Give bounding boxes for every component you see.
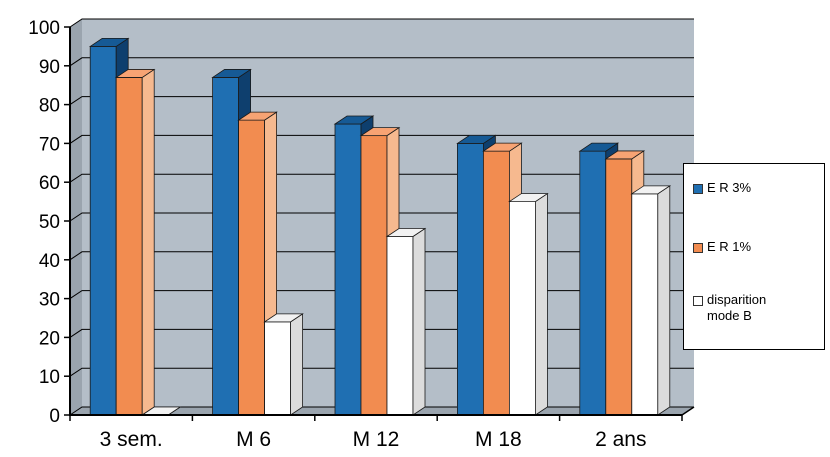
x-category-label: 3 sem. (100, 428, 163, 451)
bar-front (238, 119, 266, 416)
bar-front (115, 77, 143, 416)
bar (630, 185, 672, 416)
y-tick-label: 60 (39, 173, 60, 194)
bar (359, 126, 401, 416)
axes (69, 27, 695, 416)
y-tick-label: 20 (39, 328, 60, 349)
y-tick-label: 70 (39, 134, 60, 155)
bar-front (482, 150, 510, 416)
bar-front (508, 201, 536, 416)
bar (114, 68, 156, 416)
legend-swatch-disparition (693, 296, 703, 306)
bar-top (114, 69, 156, 78)
gridline (69, 96, 694, 106)
bar-top (385, 228, 427, 237)
bar-front (605, 158, 633, 416)
bar (508, 192, 549, 416)
y-tick-label: 40 (39, 251, 60, 272)
gridline (69, 18, 694, 28)
bar-top (333, 115, 375, 125)
x-category-label: M 12 (353, 428, 400, 451)
bar-side (290, 313, 304, 416)
x-axis-categories: 3 sem. M 6 M 12 M 18 2 ans (69, 415, 683, 451)
bar-front (631, 193, 659, 416)
bar-top (604, 150, 646, 160)
bar-top (237, 111, 278, 121)
bar-top (578, 142, 620, 152)
gridline (69, 57, 694, 67)
bar-top (359, 127, 401, 137)
legend-item-disparition: disparition mode B (693, 292, 802, 324)
bar (263, 313, 304, 416)
bar-front (456, 142, 484, 416)
legend-label-er1: E R 1% (707, 239, 752, 254)
bar-side (535, 192, 548, 416)
legend-label-disparition: disparition mode B (707, 292, 767, 323)
bar-top (211, 69, 252, 78)
bar (385, 227, 427, 416)
bar-front (360, 135, 388, 416)
bar-front (212, 77, 240, 416)
x-category-label: M 6 (236, 428, 271, 451)
bar-top (263, 313, 304, 323)
bar-front (264, 321, 292, 416)
bar-front (579, 150, 607, 416)
legend-item-er3: E R 3% (693, 180, 751, 196)
legend-swatch-er1 (693, 243, 703, 253)
legend-swatch-er3 (693, 184, 703, 194)
y-tick-label: 30 (39, 290, 60, 311)
x-category-label: 2 ans (595, 428, 646, 451)
y-tick-label: 0 (49, 406, 60, 427)
bar-side (412, 227, 426, 416)
y-tick-label: 90 (39, 57, 60, 78)
bar-side (141, 68, 155, 416)
bar-top (630, 185, 672, 195)
legend-label-er3: E R 3% (707, 180, 752, 195)
bar-front (89, 46, 117, 416)
bar-top (482, 142, 523, 152)
legend-item-er1: E R 1% (693, 239, 751, 255)
bar-top (88, 38, 130, 47)
y-tick-label: 100 (28, 18, 60, 39)
x-axis-depth (681, 406, 695, 416)
bar-top (456, 134, 497, 144)
y-tick-label: 50 (39, 212, 60, 233)
bar-front (386, 236, 414, 416)
y-tick-label: 80 (39, 96, 60, 117)
bar-top (508, 193, 549, 203)
x-category-label: M 18 (475, 428, 522, 451)
y-tick-label: 10 (39, 367, 60, 388)
legend: E R 3% E R 1% disparition mode B (683, 163, 825, 350)
bar-side (657, 185, 671, 416)
bar-front (334, 123, 362, 416)
y-axis-ticks: 0 10 20 30 40 50 60 70 80 90 100 (28, 18, 70, 427)
